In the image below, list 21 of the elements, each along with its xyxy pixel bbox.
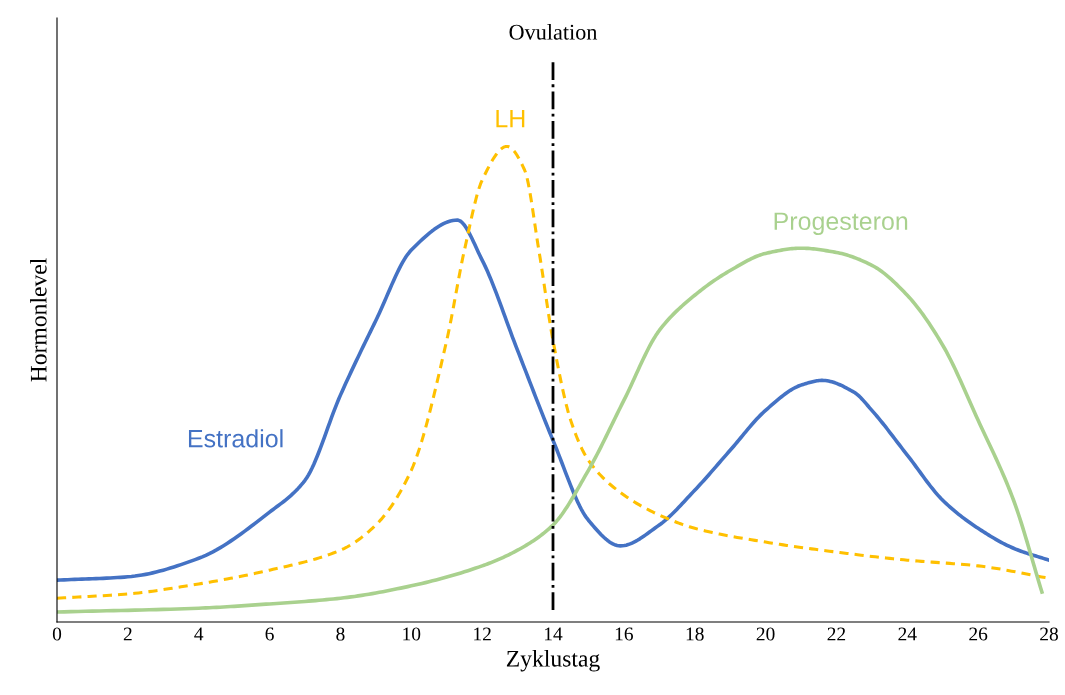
x-tick-label: 14 — [544, 627, 563, 641]
x-tick-label: 16 — [615, 627, 633, 641]
x-tick-label: 18 — [686, 627, 704, 641]
x-tick-label: 4 — [194, 627, 204, 641]
x-tick-label: 0 — [52, 627, 62, 641]
x-tick-label: 22 — [827, 627, 846, 641]
x-tick-label: 10 — [403, 627, 421, 641]
x-tick-label: 2 — [123, 627, 132, 641]
x-tick-label: 6 — [265, 627, 274, 641]
x-tick-label: 8 — [336, 627, 345, 641]
series-label: LH — [496, 109, 525, 128]
x-tick-label: 28 — [1040, 627, 1058, 641]
x-tick-label: 20 — [756, 627, 775, 641]
ref-line-label: Ovulation — [509, 24, 598, 40]
x-tick-label: 26 — [969, 627, 988, 641]
x-axis-title: Zyklustag — [506, 650, 600, 672]
y-axis-title: Hormonlevel — [30, 258, 47, 382]
x-tick-label: 12 — [474, 627, 491, 641]
series-label: Progesteron — [774, 212, 908, 236]
series-label: Estradiol — [188, 429, 283, 448]
x-tick-label: 24 — [898, 627, 917, 641]
